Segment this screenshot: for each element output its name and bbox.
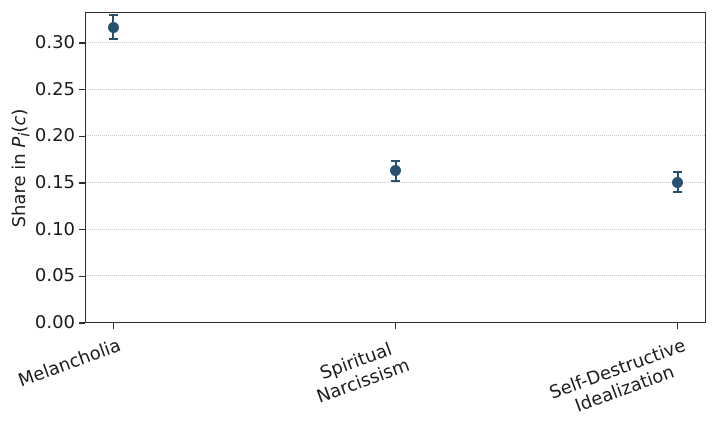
error-bar-cap-top [673,170,683,173]
y-tick [79,135,85,138]
y-grid-line [86,42,705,44]
y-grid-line [86,228,705,230]
y-tick-label: 0.10 [34,218,75,240]
y-tick [79,89,85,91]
x-tick-label: Melancholia [15,335,124,392]
y-tick-label: 0.05 [34,265,75,287]
y-tick [79,42,85,44]
x-tick-label: Self-Destructive Idealization [546,335,688,417]
y-grid-line [86,88,705,90]
y-grid-line [86,275,705,277]
y-tick-label: 0.20 [34,125,75,147]
error-bar-cap-bottom [673,191,683,194]
y-grid-line [86,135,705,137]
x-tick [394,323,397,329]
x-tick [112,323,114,329]
plot-area [85,12,706,323]
y-axis-label-arg: c [9,115,30,126]
y-grid-line [86,182,705,184]
error-bar-cap-bottom [108,38,118,41]
data-point-marker [672,176,684,188]
y-tick-label: 0.30 [34,32,75,54]
x-tick-label: Spiritual Narcissism [314,338,413,408]
y-tick [79,182,85,184]
x-tick [677,323,679,329]
y-tick-label: 0.00 [34,312,75,333]
data-point-marker [107,21,119,33]
y-axis-label-close-paren: ) [9,108,30,116]
y-tick [79,228,85,231]
error-bar-cap-top [391,159,400,162]
data-point-marker [390,165,401,177]
error-bar-cap-top [108,14,118,17]
y-tick-label: 0.25 [34,78,75,100]
y-tick [79,275,85,278]
y-tick-label: 0.15 [34,172,75,194]
error-bar-cap-bottom [391,180,400,183]
y-tick [79,322,85,324]
